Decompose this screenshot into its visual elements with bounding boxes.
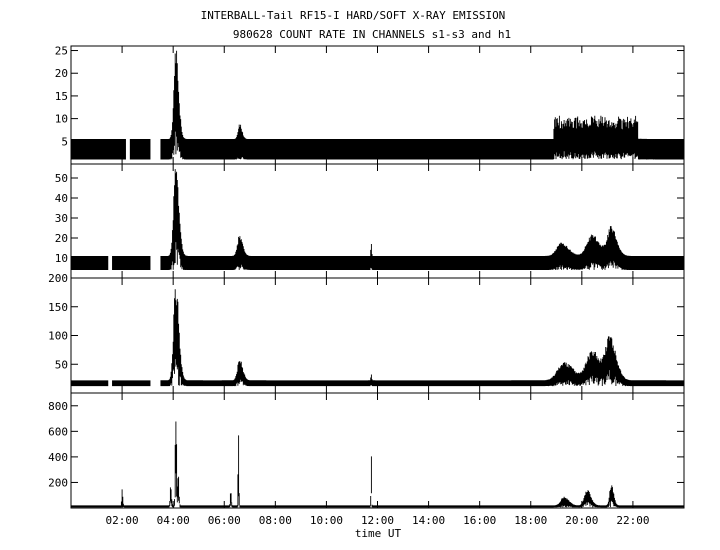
- signal-trace-h1: [70, 421, 685, 508]
- y-tick-label: 400: [48, 451, 68, 464]
- y-tick-label: 200: [48, 476, 68, 489]
- x-tick-label: 12:00: [361, 514, 394, 527]
- y-tick-label: 50: [55, 172, 68, 185]
- y-tick-label: 15: [55, 90, 68, 103]
- panel-frame: [70, 392, 685, 509]
- x-tick-label: 20:00: [565, 514, 598, 527]
- x-tick-label: 02:00: [106, 514, 139, 527]
- x-tick-label: 22:00: [616, 514, 649, 527]
- x-axis-label: time UT: [355, 527, 402, 540]
- y-tick-label: 200: [48, 272, 68, 285]
- y-tick-label: 10: [55, 252, 68, 265]
- y-tick-label: 5: [61, 135, 68, 148]
- panel-s3: 50 100 150 200: [48, 272, 685, 394]
- y-tick-label: 10: [55, 113, 68, 126]
- x-tick-label: 04:00: [157, 514, 190, 527]
- x-tick-label: 16:00: [463, 514, 496, 527]
- y-tick-label: 40: [55, 192, 68, 205]
- panel-h1: 200 400 600 800: [48, 392, 685, 509]
- chart-panels: 5 10 15 20 25 10 20 30 40 50 50 100 150 200 200 400 600 8…: [48, 45, 685, 509]
- figure-title-line1: INTERBALL-Tail RF15-I HARD/SOFT X-RAY EM…: [201, 9, 506, 22]
- y-tick-label: 100: [48, 330, 68, 343]
- y-tick-label: 800: [48, 400, 68, 413]
- y-tick-label: 150: [48, 301, 68, 314]
- signal-trace-s1: [70, 50, 685, 160]
- x-tick-label: 06:00: [208, 514, 241, 527]
- figure-title-line2: 980628 COUNT RATE IN CHANNELS s1-s3 and …: [233, 28, 511, 41]
- signal-trace-s2: [70, 169, 685, 270]
- y-tick-label: 600: [48, 425, 68, 438]
- panel-s2: 10 20 30 40 50: [55, 163, 685, 279]
- panel-s1: 5 10 15 20 25: [55, 45, 685, 165]
- y-tick-label: 25: [55, 45, 68, 58]
- x-tick-label: 08:00: [259, 514, 292, 527]
- y-tick-label: 20: [55, 232, 68, 245]
- y-tick-label: 50: [55, 358, 68, 371]
- x-tick-label: 18:00: [514, 514, 547, 527]
- x-tick-label: 10:00: [310, 514, 343, 527]
- y-tick-label: 20: [55, 67, 68, 80]
- x-tick-label: 14:00: [412, 514, 445, 527]
- x-axis: 02:00 04:00 06:00 08:00 10:00 12:00 14:00 16:00…: [106, 514, 650, 527]
- signal-trace-s3: [70, 289, 685, 387]
- y-tick-label: 30: [55, 212, 68, 225]
